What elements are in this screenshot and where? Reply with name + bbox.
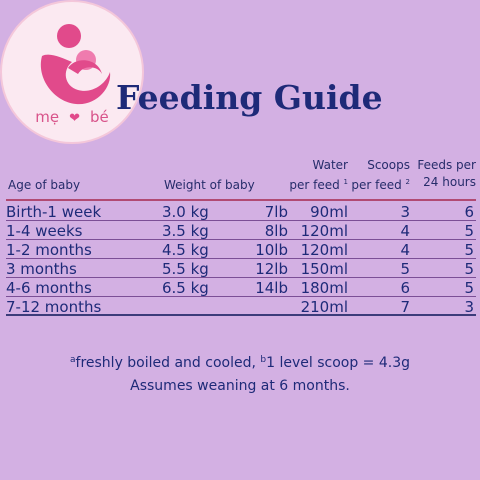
cell-feeds: 5: [464, 260, 474, 278]
cell-age: 7-12 months: [6, 298, 102, 316]
page-title: Feeding Guide: [116, 78, 383, 117]
cell-lb: 7lb: [264, 203, 288, 221]
header-scoops-line2: per feed 2: [351, 178, 410, 192]
table-row: 1-4 weeks 3.5 kg 8lb 120ml 4 5: [6, 222, 476, 240]
row-divider: [6, 296, 476, 297]
footnote-line-2: Assumes weaning at 6 months.: [130, 378, 350, 394]
cell-lb: 8lb: [264, 222, 288, 240]
row-divider: [6, 239, 476, 240]
header-age: Age of baby: [8, 178, 81, 192]
footnote-line-1: afreshly boiled and cooled, b1 level sco…: [0, 355, 480, 371]
cell-water: 150ml: [300, 260, 348, 278]
cell-scoops: 4: [400, 241, 410, 259]
cell-age: 1-2 months: [6, 241, 92, 259]
cell-water: 180ml: [300, 279, 348, 297]
cell-feeds: 5: [464, 279, 474, 297]
table-row: Birth-1 week 3.0 kg 7lb 90ml 3 6: [6, 203, 476, 221]
heart-icon: ❤: [69, 111, 80, 126]
cell-scoops: 3: [400, 203, 410, 221]
cell-lb: 12lb: [255, 260, 288, 278]
cell-age: 3 months: [6, 260, 77, 278]
header-water-line1: Water: [312, 158, 348, 172]
table-bottom-rule: [6, 314, 476, 316]
cell-water: 120ml: [300, 241, 348, 259]
footnote-b: 1 level scoop = 4.3g: [266, 355, 410, 371]
cell-water: 210ml: [300, 298, 348, 316]
cell-scoops: 5: [400, 260, 410, 278]
row-divider: [6, 258, 476, 259]
cell-kg: 4.5 kg: [162, 241, 209, 259]
table-row: 7-12 months 210ml 7 3: [6, 298, 476, 316]
header-feeds: Feeds per 24 hours: [410, 157, 476, 191]
header-water-line2: per feed 1: [289, 178, 348, 192]
mother-and-baby-icon: [40, 24, 111, 105]
header-divider: [6, 199, 476, 201]
header-water: Water per feed 1: [288, 157, 348, 194]
cell-water: 90ml: [310, 203, 348, 221]
table-row: 4-6 months 6.5 kg 14lb 180ml 6 5: [6, 279, 476, 297]
cell-scoops: 6: [400, 279, 410, 297]
cell-scoops: 7: [400, 298, 410, 316]
row-divider: [6, 277, 476, 278]
table-row: 1-2 months 4.5 kg 10lb 120ml 4 5: [6, 241, 476, 259]
cell-kg: 6.5 kg: [162, 279, 209, 297]
brand-left: mẹ: [35, 108, 60, 126]
cell-feeds: 3: [464, 298, 474, 316]
cell-kg: 5.5 kg: [162, 260, 209, 278]
cell-age: 4-6 months: [6, 279, 92, 297]
cell-age: 1-4 weeks: [6, 222, 83, 240]
header-feeds-line2: 24 hours: [423, 175, 476, 189]
cell-water: 120ml: [300, 222, 348, 240]
header-scoops: Scoops per feed 2: [350, 157, 410, 194]
cell-lb: 14lb: [255, 279, 288, 297]
header-scoops-line1: Scoops: [367, 158, 410, 172]
header-feeds-line1: Feeds per: [417, 158, 476, 172]
brand-wordmark: mẹ ❤ bé: [0, 108, 144, 126]
footnote-a: freshly boiled and cooled,: [75, 355, 256, 371]
cell-lb: 10lb: [255, 241, 288, 259]
cell-kg: 3.5 kg: [162, 222, 209, 240]
cell-age: Birth-1 week: [6, 203, 102, 221]
cell-feeds: 5: [464, 241, 474, 259]
header-weight: Weight of baby: [164, 178, 255, 192]
footnote-mark-b: b: [260, 355, 267, 365]
brand-right: bé: [90, 108, 109, 126]
cell-kg: 3.0 kg: [162, 203, 209, 221]
row-divider: [6, 220, 476, 221]
cell-feeds: 6: [464, 203, 474, 221]
footnote-mark-a: a: [70, 355, 76, 365]
cell-scoops: 4: [400, 222, 410, 240]
table-row: 3 months 5.5 kg 12lb 150ml 5 5: [6, 260, 476, 278]
logo: [0, 0, 144, 144]
cell-feeds: 5: [464, 222, 474, 240]
